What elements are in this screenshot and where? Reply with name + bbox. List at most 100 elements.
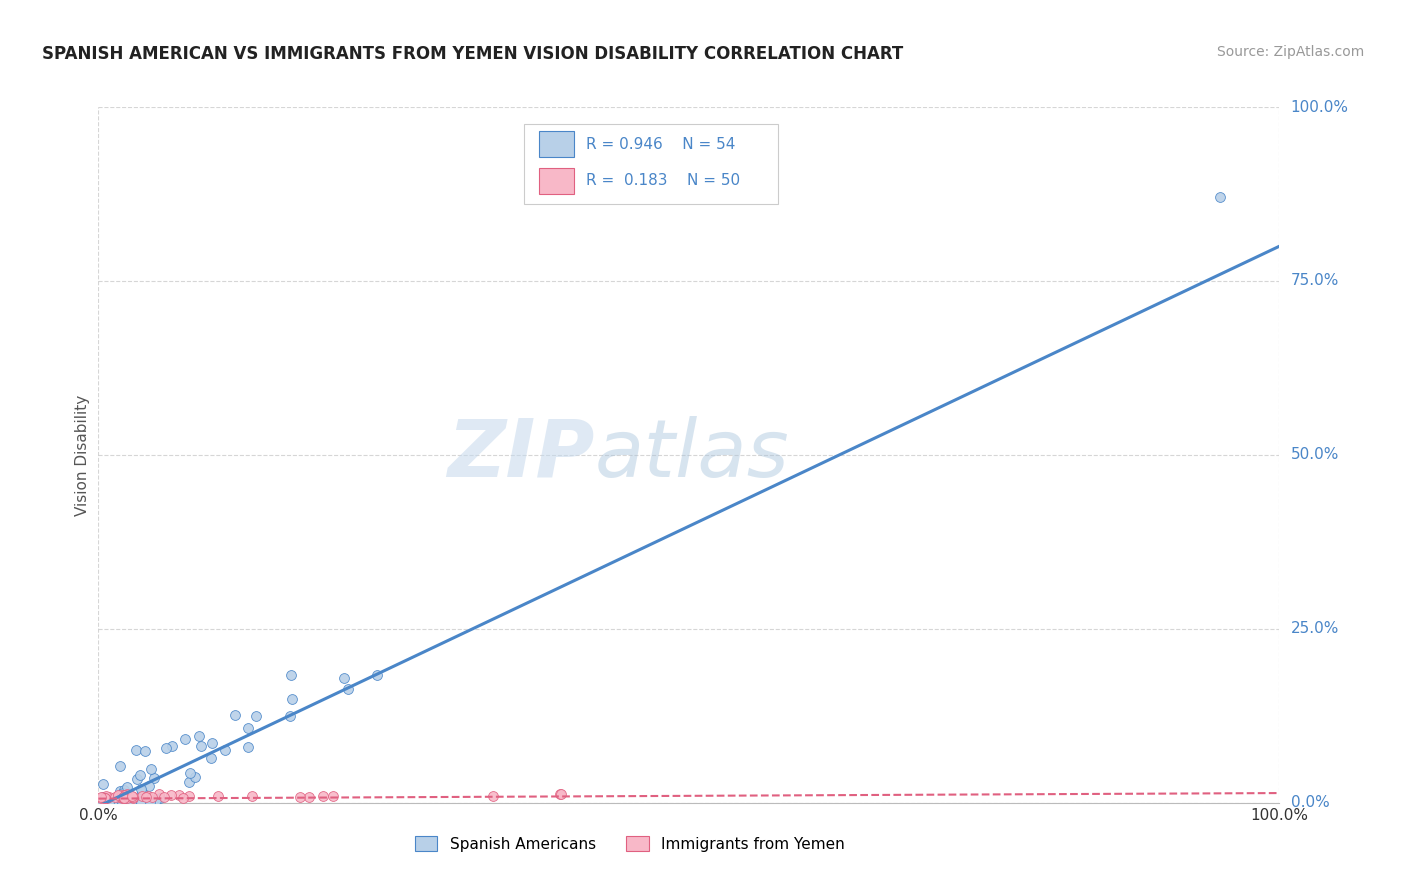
Point [118,788,141,802]
Point [141,790,163,805]
Y-axis label: Vision Disability: Vision Disability [75,394,90,516]
Point [177,774,200,789]
Point [121,789,143,804]
Point [105,792,128,806]
Point [118,789,141,804]
Point [90,790,112,805]
Point [138,779,160,793]
Point [120,789,142,804]
Legend: Spanish Americans, Immigrants from Yemen: Spanish Americans, Immigrants from Yemen [408,830,852,858]
Point [112,790,135,805]
Point [101,795,124,809]
Point [139,762,162,776]
Point [117,789,139,804]
Point [288,790,311,805]
Text: 0.0%: 0.0% [1291,796,1329,810]
Point [200,751,222,765]
Point [91,793,114,807]
Point [214,742,236,756]
Point [121,789,143,804]
Point [322,789,344,803]
Text: atlas: atlas [595,416,789,494]
Point [280,668,302,682]
FancyBboxPatch shape [538,131,575,158]
Point [174,731,197,746]
Point [98,795,121,809]
Point [111,786,134,800]
Point [108,784,131,798]
Point [112,791,135,805]
Text: 50.0%: 50.0% [1291,448,1339,462]
Point [336,681,359,696]
FancyBboxPatch shape [523,124,778,204]
Point [110,759,132,773]
Point [122,792,145,806]
Point [91,790,114,805]
Point [135,789,157,804]
Point [114,789,136,803]
Point [115,780,138,794]
Point [224,707,246,722]
Point [160,788,183,802]
Point [183,770,205,784]
Point [148,788,170,802]
Point [94,790,117,805]
Point [94,791,117,805]
Point [93,790,115,805]
Point [117,791,139,805]
Point [122,790,145,805]
Point [482,789,505,803]
Text: 25.0%: 25.0% [1291,622,1339,636]
Point [120,795,142,809]
Point [281,692,304,706]
Point [134,744,156,758]
Text: R =  0.183    N = 50: R = 0.183 N = 50 [586,173,741,188]
Point [312,789,335,803]
Point [94,791,117,805]
Point [94,791,117,805]
Point [111,793,134,807]
Point [91,776,114,790]
Point [111,790,134,805]
Point [125,772,148,787]
Point [90,791,112,805]
Point [550,787,572,801]
Point [110,793,132,807]
Point [172,790,194,805]
Point [240,789,263,803]
Point [104,790,127,805]
Point [238,721,260,735]
Point [155,741,177,756]
Text: Source: ZipAtlas.com: Source: ZipAtlas.com [1216,45,1364,59]
Point [96,790,118,805]
Text: R = 0.946    N = 54: R = 0.946 N = 54 [586,136,735,152]
Point [112,782,135,797]
Point [101,795,124,809]
Point [107,788,129,802]
Point [115,789,138,804]
Point [548,788,571,802]
Point [153,790,176,805]
Point [177,789,200,803]
Point [136,789,159,803]
Point [201,736,224,750]
Point [169,788,191,802]
FancyBboxPatch shape [538,168,575,194]
Point [124,742,146,756]
Text: 75.0%: 75.0% [1291,274,1339,288]
Point [131,789,153,804]
Point [115,789,138,804]
Point [207,789,229,804]
Point [162,739,184,754]
Point [111,789,134,804]
Point [118,790,141,805]
Point [111,789,134,803]
Point [366,668,388,682]
Point [96,789,118,803]
Text: 100.0%: 100.0% [1291,100,1348,114]
Text: ZIP: ZIP [447,416,595,494]
Point [142,771,165,785]
Point [245,708,267,723]
Point [190,739,212,753]
Text: SPANISH AMERICAN VS IMMIGRANTS FROM YEMEN VISION DISABILITY CORRELATION CHART: SPANISH AMERICAN VS IMMIGRANTS FROM YEME… [42,45,904,62]
